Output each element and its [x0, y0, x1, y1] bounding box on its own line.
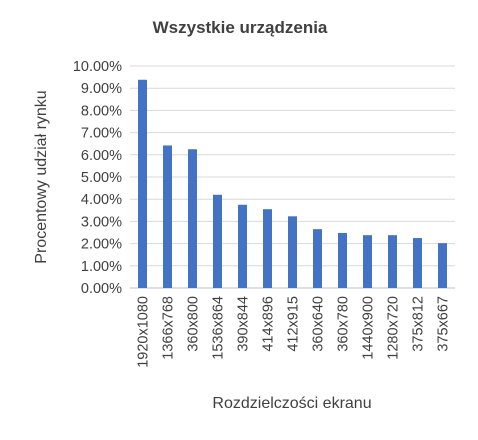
gridlines	[130, 65, 455, 289]
x-tick-label: 414x896	[261, 296, 277, 352]
x-tick-label: 1280x720	[386, 296, 402, 360]
x-tick-label: 360x640	[311, 296, 327, 352]
bar-360x640	[313, 229, 322, 288]
x-tick-label: 412x915	[286, 296, 302, 352]
y-tick-label: 6.00%	[81, 148, 122, 164]
y-tick-label: 4.00%	[81, 192, 122, 208]
y-tick-label: 7.00%	[81, 126, 122, 142]
bar-1440x900	[363, 235, 372, 288]
y-tick-label: 1.00%	[81, 259, 122, 275]
bar-414x896	[263, 209, 272, 288]
x-axis-ticks: 1920x1080 1366x768 360x800 1536x864 390x844 4…	[136, 296, 452, 368]
x-tick-label: 360x780	[336, 296, 352, 352]
y-tick-label: 5.00%	[81, 170, 122, 186]
y-tick-label: 10.00%	[73, 59, 122, 75]
x-tick-label: 375x667	[436, 296, 452, 352]
y-tick-label: 9.00%	[81, 81, 122, 97]
bar-412x915	[288, 216, 297, 288]
y-axis-ticks: 0.00% 1.00% 2.00% 3.00% 4.00% 5.00% 6.00% 7.00%…	[73, 59, 122, 297]
bar-360x800	[188, 149, 197, 288]
y-tick-label: 2.00%	[81, 237, 122, 253]
y-tick-label: 8.00%	[81, 103, 122, 119]
x-tick-label: 1920x1080	[136, 296, 152, 368]
bars	[138, 79, 447, 288]
x-axis-label: Rozdzielczości ekranu	[212, 395, 371, 412]
x-tick-label: 390x844	[236, 296, 252, 352]
x-tick-label: 1536x864	[211, 296, 227, 360]
bar-390x844	[238, 204, 247, 288]
x-tick-label: 1366x768	[161, 296, 177, 360]
bar-1536x864	[213, 194, 222, 288]
y-tick-label: 3.00%	[81, 214, 122, 230]
y-axis-label: Procentowy udział rynku	[33, 90, 50, 263]
x-tick-label: 1440x900	[361, 296, 377, 360]
x-tick-label: 375x812	[411, 296, 427, 352]
bar-1366x768	[163, 145, 172, 288]
bar-360x780	[338, 232, 347, 288]
bar-375x667	[438, 243, 447, 288]
chart-title: Wszystkie urządzenia	[153, 18, 328, 37]
bar-375x812	[413, 238, 422, 288]
x-tick-label: 360x800	[186, 296, 202, 352]
bar-1920x1080	[138, 79, 147, 288]
y-tick-label: 0.00%	[81, 281, 122, 297]
bar-1280x720	[388, 235, 397, 288]
